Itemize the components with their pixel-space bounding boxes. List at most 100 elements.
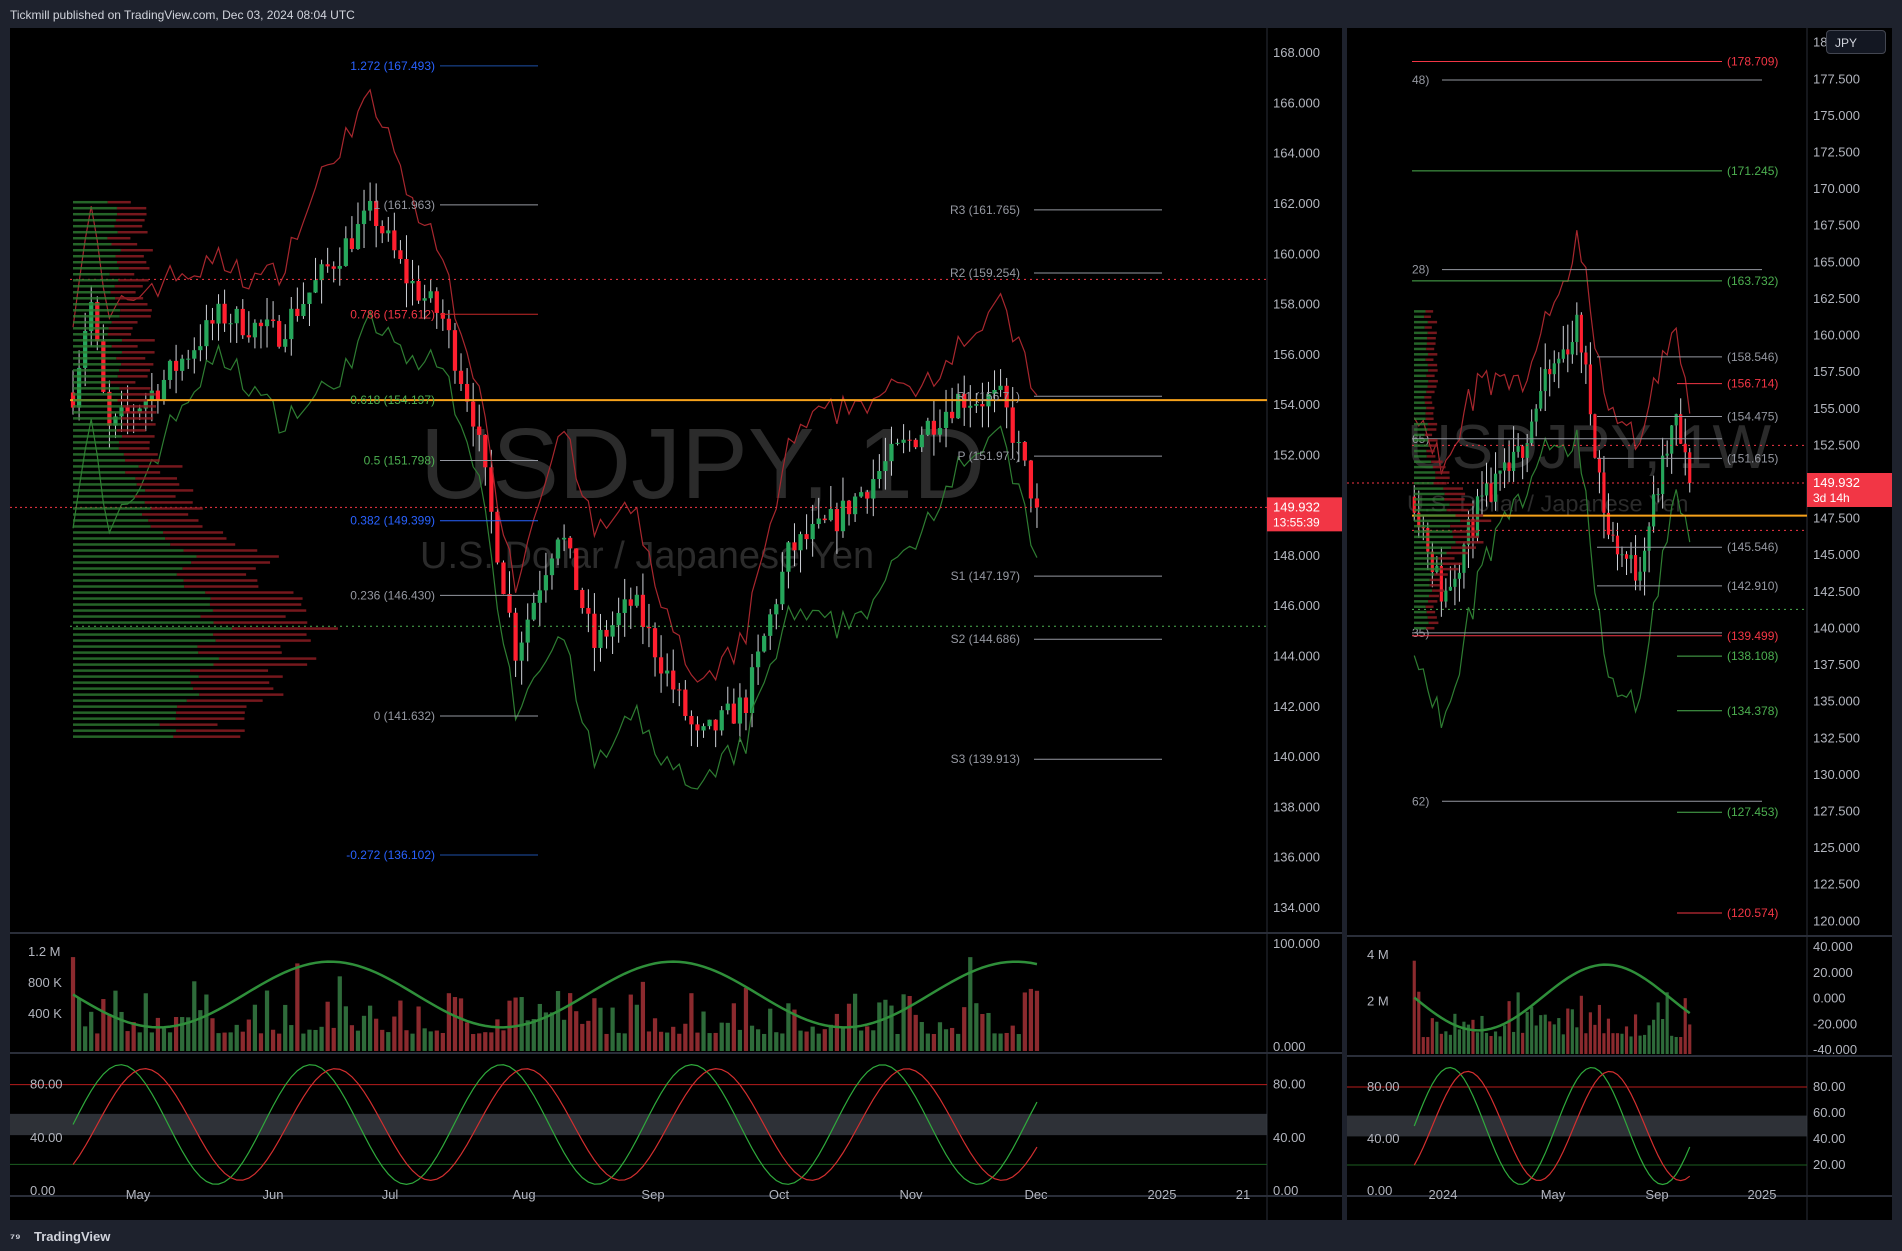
volume-profile-bar: [1428, 600, 1438, 603]
volume-profile-bar: [1428, 369, 1438, 372]
candle-body: [798, 534, 803, 551]
volume-bar: [701, 1011, 706, 1051]
volume-profile-bar: [150, 525, 203, 528]
tradingview-logo-icon[interactable]: ⁷⁹: [10, 1231, 21, 1245]
volume-bar: [204, 994, 209, 1051]
volume-profile-bar: [1427, 616, 1437, 619]
candle-body: [992, 389, 997, 394]
volume-profile-bar: [1425, 358, 1434, 361]
volume-profile-bar: [1414, 535, 1453, 539]
level-label: (120.574): [1727, 906, 1778, 920]
volume-bar: [743, 987, 749, 1051]
candle-body: [198, 346, 203, 351]
candle-body: [774, 604, 779, 615]
footer-brand[interactable]: TradingView: [34, 1229, 111, 1244]
daily-chart-panel[interactable]: 168.000 166.000 164.000 162.000 160.000 158.0…: [10, 28, 1342, 1220]
volume-bar: [180, 1017, 185, 1051]
volume-bar: [1448, 1034, 1452, 1054]
candle-body: [1475, 496, 1480, 538]
volume-bar: [762, 1033, 767, 1051]
weekly-chart[interactable]: 180.000177.500175.000172.500170.000167.5…: [1347, 28, 1892, 1220]
volume-profile-bar: [1414, 476, 1436, 480]
volume-bar: [719, 1022, 724, 1051]
candle-body: [264, 319, 270, 327]
time-tick-label: Nov: [899, 1187, 923, 1202]
volume-bar: [640, 981, 646, 1051]
volume-profile-bar: [177, 705, 247, 708]
weekly-chart-panel[interactable]: 180.000177.500175.000172.500170.000167.5…: [1347, 28, 1892, 1220]
volume-profile-bar: [73, 705, 178, 708]
volume-bar: [1593, 1024, 1597, 1054]
volume-profile-bar: [116, 260, 147, 264]
volume-bar: [919, 1022, 924, 1051]
volume-bar: [616, 1032, 621, 1051]
last-price-value: 149.932: [1813, 475, 1860, 490]
price-tick-label: 152.500: [1813, 437, 1860, 452]
volume-profile-bar: [1455, 541, 1484, 544]
candle-body: [1665, 453, 1669, 456]
volume-profile-bar: [1427, 385, 1437, 388]
symbol-button[interactable]: JPY: [1826, 30, 1886, 54]
volume-bar: [313, 1029, 318, 1051]
candle-body: [1516, 446, 1520, 452]
volume-profile-bar: [73, 351, 122, 354]
candle-body: [840, 500, 846, 532]
volume-profile-bar: [73, 543, 171, 546]
volume-profile-bar: [1440, 567, 1459, 571]
volume-profile-bar: [1425, 605, 1434, 608]
volume-bar: [428, 1031, 433, 1051]
volume-bar: [1602, 1033, 1606, 1054]
volume-profile-bar: [122, 423, 156, 426]
price-tick-label: 130.000: [1813, 767, 1860, 782]
candle-body: [428, 291, 433, 299]
level-label: 62): [1412, 794, 1429, 808]
volume-bar: [1034, 990, 1040, 1051]
candle-body: [695, 724, 700, 731]
candle-body: [604, 629, 609, 637]
candle-body: [658, 657, 664, 674]
volume-bar: [1552, 1024, 1556, 1054]
volume-profile-bar: [73, 375, 118, 378]
volume-profile-bar: [176, 711, 245, 714]
candle-body: [755, 651, 761, 668]
volume-profile-bar: [1414, 390, 1427, 394]
volume-profile-bar: [1414, 347, 1427, 351]
price-tick-label: 164.000: [1273, 146, 1320, 161]
candle-body: [240, 308, 245, 336]
volume-bar: [343, 1006, 348, 1051]
price-tick-label: 127.500: [1813, 804, 1860, 819]
volume-profile-bar: [115, 297, 144, 300]
level-label: (151.615): [1727, 451, 1778, 465]
volume-profile-bar: [231, 627, 338, 630]
volume-profile-bar: [1424, 326, 1432, 329]
candle-body: [301, 303, 306, 317]
volume-profile-bar: [73, 345, 112, 348]
candle-body: [895, 442, 900, 444]
volume-profile-bar: [73, 699, 187, 702]
volume-profile-bar: [1414, 417, 1426, 421]
candle-body: [531, 602, 536, 620]
volume-profile-bar: [1460, 519, 1492, 523]
candle-body: [1593, 414, 1597, 458]
candle-body: [1548, 369, 1552, 375]
price-tick-label: 120.000: [1813, 913, 1860, 928]
volume-profile-bar: [73, 633, 214, 636]
volume-tick-label: 400 K: [28, 1006, 62, 1021]
volume-bar: [956, 1033, 961, 1051]
volume-profile-bar: [212, 609, 307, 612]
price-tick-label: 152.000: [1273, 447, 1320, 462]
candle-body: [367, 200, 373, 211]
volume-bar: [1507, 1001, 1511, 1054]
volume-profile-bar: [175, 717, 245, 720]
candle-body: [1448, 586, 1452, 591]
volume-bar: [634, 1004, 639, 1051]
daily-chart[interactable]: 168.000 166.000 164.000 162.000 160.000 158.0…: [10, 28, 1342, 1220]
candle-body: [113, 416, 118, 426]
volume-profile-bar: [1414, 406, 1427, 410]
volume-profile-bar: [198, 675, 283, 678]
candle-body: [277, 320, 282, 347]
volume-bar: [186, 1017, 191, 1051]
candle-body: [883, 461, 888, 471]
volume-profile-bar: [190, 669, 269, 672]
volume-bar: [1615, 1033, 1620, 1054]
